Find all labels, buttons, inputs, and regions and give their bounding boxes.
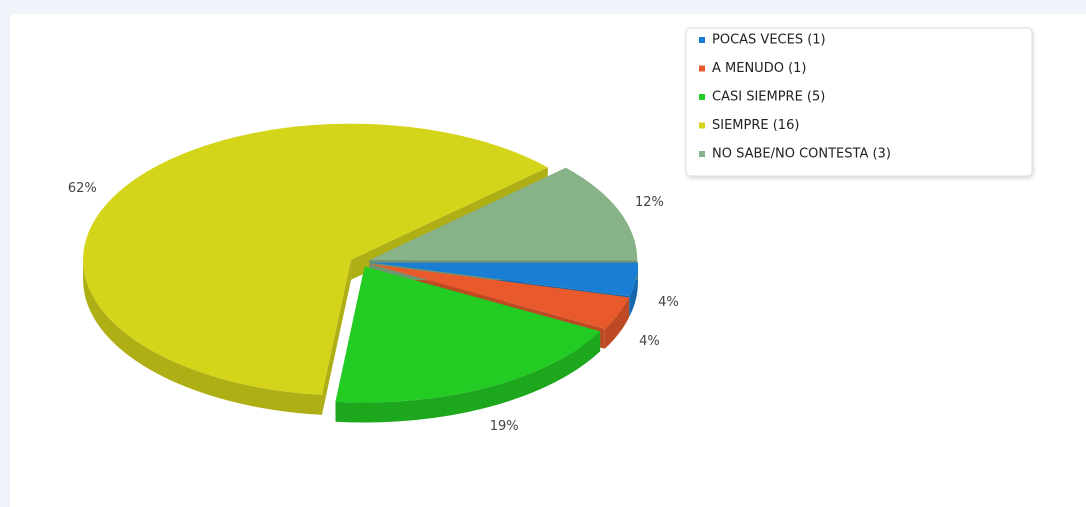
legend-marker <box>699 151 705 157</box>
legend-label: POCAS VECES (1) <box>712 33 826 48</box>
pie-slice <box>335 266 601 403</box>
pie-edge <box>321 259 352 415</box>
legend-marker <box>699 65 705 72</box>
pie-side <box>335 331 601 423</box>
pie-slice <box>369 262 638 297</box>
legend: POCAS VECES (1) A MENUDO (1) CASI SIEMPRE … <box>699 33 891 162</box>
pie-slice <box>369 263 630 329</box>
pie-slice <box>369 167 638 261</box>
data-label: 19% <box>490 419 519 434</box>
data-label: 4% <box>658 295 679 310</box>
data-label: 4% <box>639 334 660 349</box>
legend-marker <box>699 122 705 129</box>
data-label: 62% <box>68 181 97 196</box>
pie-side <box>83 259 322 415</box>
pie-side <box>629 262 638 317</box>
data-label: 12% <box>635 195 664 210</box>
legend-label: SIEMPRE (16) <box>712 118 799 133</box>
pie-slice <box>83 123 548 395</box>
legend-marker <box>699 37 705 43</box>
pie-tops <box>83 123 638 403</box>
legend-box <box>685 27 1033 177</box>
legend-marker <box>699 94 705 100</box>
pie: 4% 4% 19% 62% 12% <box>68 123 679 434</box>
legend-label: NO SABE/NO CONTESTA (3) <box>712 147 891 162</box>
legend-label: A MENUDO (1) <box>712 61 807 76</box>
legend-label: CASI SIEMPRE (5) <box>712 90 825 105</box>
